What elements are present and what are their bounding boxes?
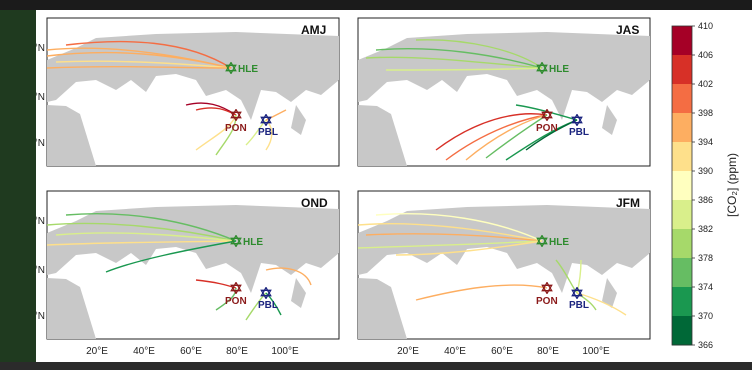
site-pbl-label: PBL [569, 127, 589, 138]
map-land [47, 32, 339, 166]
colorbar-tick-label: 398 [698, 108, 713, 118]
x-tick: 100°E [271, 346, 299, 357]
y-tick: 40°N [36, 43, 45, 54]
colorbar-swatch [672, 200, 692, 230]
colorbar-swatch [672, 55, 692, 85]
panel-jfm: HLE PON PBL JFM 20°E 40°E 60°E 80°E 100°… [357, 190, 651, 357]
trajectories-jfm [358, 213, 627, 316]
colorbar-tick-label: 374 [698, 282, 713, 292]
site-pbl-label: PBL [258, 300, 278, 311]
panel-jas: HLE PON PBL JAS [357, 17, 651, 167]
colorbar-swatch [672, 316, 692, 346]
site-hle-label: HLE [549, 64, 569, 75]
site-hle-label: HLE [549, 237, 569, 248]
top-border [0, 0, 752, 10]
x-tick: 60°E [180, 346, 202, 357]
site-pbl-label: PBL [569, 300, 589, 311]
colorbar-tick-label: 390 [698, 166, 713, 176]
bottom-border [0, 362, 752, 370]
map-land [358, 32, 650, 166]
x-tick: 60°E [491, 346, 513, 357]
colorbar-tick-label: 394 [698, 137, 713, 147]
panel-amj: HLE PON PBL AMJ 40°N 20°N 0°N [23, 17, 340, 167]
colorbar-tick-label: 402 [698, 79, 713, 89]
colorbar-tick-label: 382 [698, 224, 713, 234]
figure-svg: HLE PON PBL AMJ 40°N 20°N 0°N [23, 17, 739, 357]
colorbar-tick-label: 366 [698, 340, 713, 350]
colorbar-swatch [672, 287, 692, 317]
site-pon-label: PON [225, 123, 247, 134]
panel-ond: HLE PON PBL OND 40°N 20°N 0°N 20°E 40°E … [23, 190, 340, 357]
trajectory-figure: HLE PON PBL AMJ 40°N 20°N 0°N [23, 10, 752, 362]
x-tick: 20°E [86, 346, 108, 357]
trajectories-ond [47, 213, 312, 321]
site-pbl-label: PBL [258, 127, 278, 138]
site-pon-label: PON [536, 296, 558, 307]
colorbar-swatch [672, 84, 692, 114]
x-tick: 80°E [537, 346, 559, 357]
x-tick: 40°E [133, 346, 155, 357]
colorbar: 410 406 402 398 394 390 386 382 378 374 370 366 [CO… [671, 21, 739, 350]
site-hle-label: HLE [243, 237, 263, 248]
colorbar-tick-label: 410 [698, 21, 713, 31]
colorbar-swatch [672, 229, 692, 259]
y-tick: 20°N [36, 92, 45, 103]
x-tick: 80°E [226, 346, 248, 357]
colorbar-swatches [672, 26, 692, 346]
colorbar-swatch [672, 113, 692, 143]
x-tick: 100°E [582, 346, 610, 357]
panel-label-ond: OND [301, 196, 328, 210]
panel-label-jas: JAS [616, 23, 639, 37]
colorbar-swatch [672, 26, 692, 56]
colorbar-tick-label: 378 [698, 253, 713, 263]
site-pon-label: PON [536, 123, 558, 134]
colorbar-swatch [672, 258, 692, 288]
colorbar-tick-label: 406 [698, 50, 713, 60]
x-tick: 40°E [444, 346, 466, 357]
panel-label-amj: AMJ [301, 23, 326, 37]
y-tick: 40°N [36, 216, 45, 227]
panel-label-jfm: JFM [616, 196, 640, 210]
x-tick: 20°E [397, 346, 419, 357]
map-land [358, 205, 650, 339]
left-border [0, 10, 36, 370]
colorbar-swatch [672, 171, 692, 201]
site-hle-label: HLE [238, 64, 258, 75]
y-tick: 0°N [36, 138, 45, 149]
site-pon-label: PON [225, 296, 247, 307]
y-tick: 20°N [36, 265, 45, 276]
colorbar-ticks: 410 406 402 398 394 390 386 382 378 374 370 366 [692, 21, 713, 350]
y-tick: 0°N [36, 311, 45, 322]
colorbar-swatch [672, 142, 692, 172]
colorbar-label: [CO₂] (ppm) [725, 153, 739, 217]
colorbar-tick-label: 386 [698, 195, 713, 205]
colorbar-tick-label: 370 [698, 311, 713, 321]
